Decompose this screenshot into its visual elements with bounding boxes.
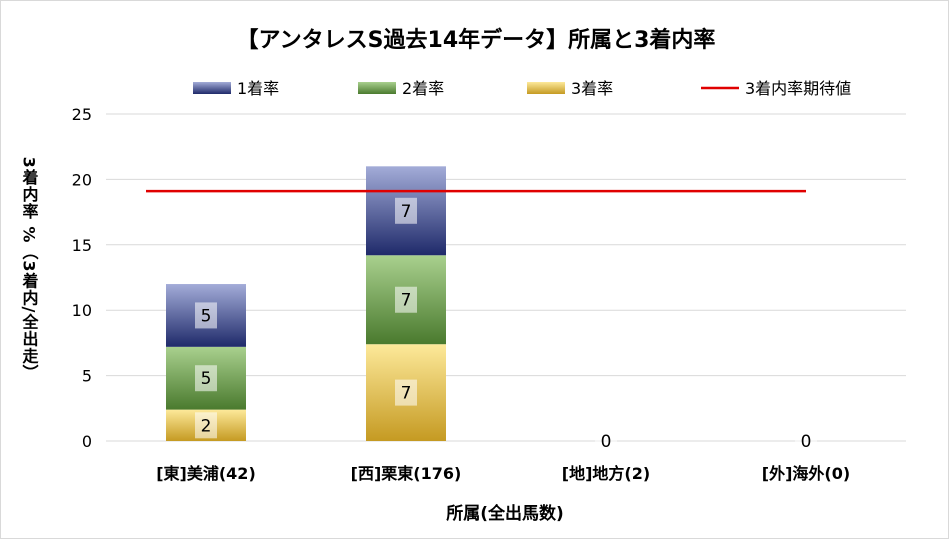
x-axis-label: 所属(全出馬数) — [446, 503, 564, 524]
x-tick-label: [外]海外(0) — [762, 464, 850, 483]
data-label-1-1: 7 — [401, 202, 412, 222]
y-axis-ticks: 0 5 10 15 20 25 — [72, 105, 92, 451]
x-axis-ticks: [東]美浦(42) [西]栗東(176) [地]地方(2) [外]海外(0) — [156, 464, 850, 483]
data-label-3-2: 0 — [601, 432, 612, 452]
y-tick-label: 20 — [72, 170, 92, 189]
legend-label: 3着率 — [571, 79, 613, 98]
legend-swatch-1 — [358, 82, 396, 94]
data-label-2-0: 5 — [201, 369, 212, 389]
x-tick-label: [西]栗東(176) — [351, 464, 462, 483]
legend-swatch-0 — [527, 82, 565, 94]
chart-title: 【アンタレスS過去14年データ】所属と3着内率 — [237, 27, 716, 53]
data-label-3-0: 2 — [201, 416, 212, 436]
y-tick-label: 0 — [82, 432, 92, 451]
data-label-2-1: 7 — [401, 291, 412, 311]
legend-label: 3着内率期待値 — [745, 79, 851, 98]
data-label-bg — [395, 286, 417, 313]
y-tick-label: 5 — [82, 367, 92, 386]
data-label-bg — [595, 428, 617, 454]
x-tick-label: [地]地方(2) — [562, 464, 650, 483]
data-label-bg — [795, 428, 817, 454]
data-label-bg — [395, 197, 417, 224]
legend-label: 1着率 — [237, 79, 279, 98]
x-tick-label: [東]美浦(42) — [156, 464, 256, 483]
data-label-bg — [195, 365, 217, 392]
data-label-bg — [395, 379, 417, 406]
data-label-3-3: 0 — [801, 432, 812, 452]
y-tick-label: 15 — [72, 236, 92, 255]
data-label-bg — [195, 412, 217, 439]
data-labels: 2 5 5 7 7 7 0 0 — [195, 197, 817, 454]
y-tick-label: 10 — [72, 301, 92, 320]
data-label-1-0: 5 — [201, 306, 212, 326]
y-tick-label: 25 — [72, 105, 92, 124]
legend: 1着率 2着率 3着率 3着内率期待値 — [193, 79, 851, 98]
data-label-bg — [195, 302, 217, 329]
legend-swatch-2 — [193, 82, 231, 94]
legend-label: 2着率 — [402, 79, 444, 98]
y-axis-label: 3着内率 %（3着内/全出走） — [20, 157, 40, 382]
data-label-3-1: 7 — [401, 384, 412, 404]
